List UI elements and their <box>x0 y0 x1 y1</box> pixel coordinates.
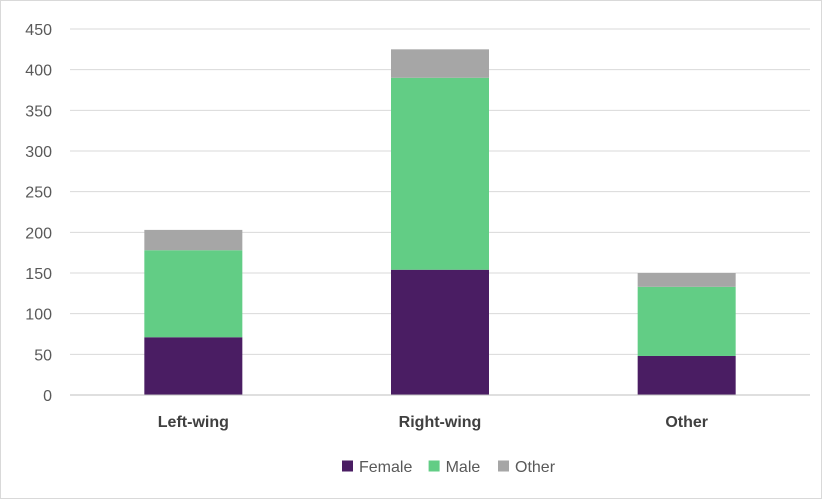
y-tick-label: 150 <box>25 266 52 283</box>
x-axis: Left-wing Right-wing Other <box>70 394 810 431</box>
bar-right-wing-other <box>391 49 489 78</box>
bars <box>144 49 736 395</box>
y-tick-label: 0 <box>43 388 52 405</box>
y-tick-label: 200 <box>25 225 52 242</box>
y-tick-label: 300 <box>25 144 52 161</box>
bar-right-wing-male <box>391 77 489 270</box>
x-category-label: Left-wing <box>158 414 229 431</box>
y-tick-label: 250 <box>25 185 52 202</box>
y-tick-label: 100 <box>25 307 52 324</box>
bar-other-other <box>637 273 736 287</box>
legend: Female Male Other <box>342 459 556 476</box>
legend-swatch-male <box>428 460 440 472</box>
bar-left-wing-male <box>144 250 243 338</box>
legend-label-female: Female <box>359 459 412 476</box>
bar-left-wing-female <box>144 337 243 395</box>
legend-swatch-female <box>342 460 353 472</box>
y-tick-label: 50 <box>34 347 52 364</box>
y-tick-label: 450 <box>25 22 52 39</box>
x-category-label: Right-wing <box>399 414 482 431</box>
legend-label-other: Other <box>515 459 556 476</box>
bar-other-male <box>637 286 736 356</box>
y-axis-tick-labels: 0 50 100 150 200 250 300 350 400 450 <box>25 22 52 405</box>
legend-label-male: Male <box>446 459 481 476</box>
x-category-label: Other <box>665 414 708 431</box>
legend-swatch-other <box>498 460 509 472</box>
y-tick-label: 350 <box>25 103 52 120</box>
y-tick-label: 400 <box>25 63 52 80</box>
bar-right-wing-female <box>391 269 489 395</box>
bar-other-female <box>637 355 736 395</box>
bar-left-wing-other <box>144 229 243 251</box>
